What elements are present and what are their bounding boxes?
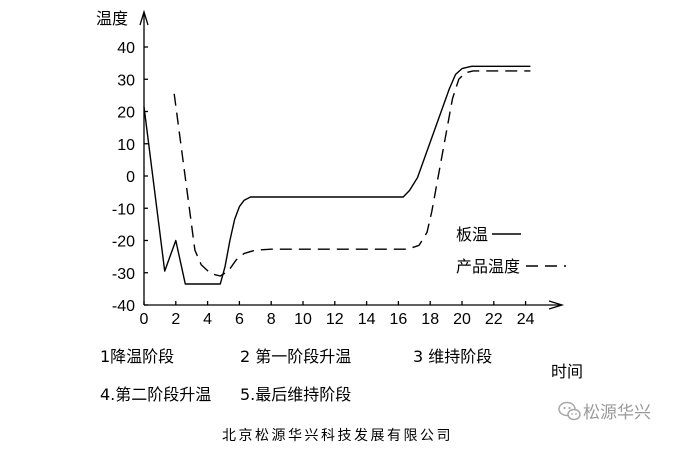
legend-label-plate-temperature: 板温 (456, 225, 488, 244)
y-tick-label: 20 (117, 105, 135, 122)
x-tick-label: 24 (517, 311, 535, 328)
x-tick-label: 8 (267, 311, 276, 328)
y-tick-label: 30 (117, 72, 135, 89)
company-name: 北京松源华兴科技发展有限公司 (222, 428, 453, 444)
stage-label-4: 4.第二阶段升温 (100, 385, 211, 404)
y-tick-label: 40 (117, 40, 135, 57)
legend-label-product-temperature: 产品温度 (456, 257, 520, 276)
x-tick-label: 16 (390, 311, 408, 328)
wechat-icon (558, 401, 581, 421)
x-tick-label: 22 (485, 311, 503, 328)
x-tick-label: 14 (358, 311, 376, 328)
y-ticks: 40 30 20 10 0 -10 -20 -30 -40 (112, 40, 148, 315)
series-line-plate-temperature (143, 65, 531, 285)
x-tick-label: 10 (294, 311, 312, 328)
stage-labels: 1降温阶段 2 第一阶段升温 3 维持阶段 4.第二阶段升温 5.最后维持阶段 (100, 347, 492, 404)
x-axis-title: 时间 (551, 362, 583, 381)
y-tick-label: 0 (126, 169, 135, 186)
y-tick-label: -10 (112, 201, 135, 218)
watermark-text: 松源华兴 (583, 403, 651, 423)
y-axis-arrow (139, 9, 149, 26)
x-ticks: 0 2 4 6 8 10 12 14 16 18 20 22 24 (140, 301, 535, 328)
stage-label-1: 1降温阶段 (100, 347, 174, 366)
x-tick-label: 12 (326, 311, 344, 328)
x-tick-label: 20 (453, 311, 471, 328)
series-lines (143, 65, 531, 285)
legend: 板温 产品温度 (456, 225, 566, 276)
stage-label-3: 3 维持阶段 (413, 347, 492, 366)
y-tick-label: -40 (112, 298, 135, 315)
axes (139, 9, 565, 310)
x-axis-arrow (548, 300, 565, 310)
x-tick-label: 0 (140, 311, 149, 328)
x-tick-label: 6 (235, 311, 244, 328)
stage-label-5: 5.最后维持阶段 (240, 385, 351, 404)
x-tick-label: 4 (203, 311, 212, 328)
y-tick-label: 10 (117, 137, 135, 154)
x-tick-label: 18 (421, 311, 439, 328)
stage-label-2: 2 第一阶段升温 (240, 347, 351, 366)
y-axis-title: 温度 (96, 9, 128, 28)
x-tick-label: 2 (171, 311, 180, 328)
y-tick-label: -20 (112, 234, 135, 251)
watermark: 松源华兴 (558, 401, 651, 423)
series-line-product-temperature (173, 70, 531, 277)
y-tick-label: -30 (112, 266, 135, 283)
